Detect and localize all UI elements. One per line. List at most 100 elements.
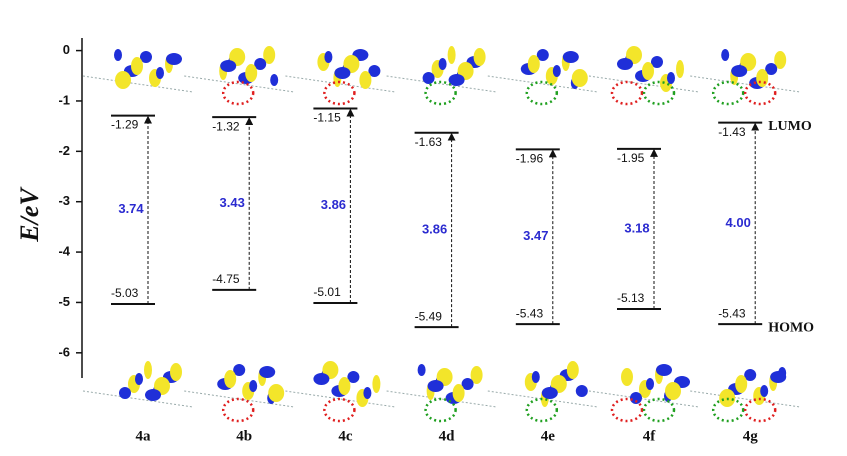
orbital-blob <box>453 384 465 402</box>
orbital-blob <box>676 60 684 78</box>
lumo-label: -1.29 <box>111 118 139 132</box>
orbital-blob <box>166 53 182 65</box>
y-tick-label: -2 <box>58 143 70 158</box>
orbital-blob <box>532 371 540 383</box>
orbital-blob <box>268 384 284 402</box>
orbital-blob <box>770 371 786 383</box>
gap-label: 3.86 <box>422 221 447 236</box>
orbital-blob <box>144 361 152 379</box>
x-tick-label: 4c <box>338 428 353 444</box>
orbital-blob <box>646 378 654 390</box>
orbital-blob <box>572 69 588 87</box>
orbital-blob <box>135 373 143 385</box>
orbital-blob <box>131 57 143 75</box>
orbital-blob <box>259 366 275 378</box>
gap-label: 3.74 <box>118 201 144 216</box>
homo-label: -4.75 <box>212 272 240 286</box>
y-tick-label: -3 <box>58 193 70 208</box>
orbital-blob <box>363 387 371 399</box>
molecule-bond <box>83 76 193 92</box>
orbital-blob <box>721 49 729 61</box>
orbital-blob <box>145 389 161 401</box>
orbital-blob <box>528 55 540 73</box>
molecule-bond <box>387 76 497 92</box>
orbital-blob <box>576 385 588 397</box>
x-tick-label: 4f <box>643 428 657 444</box>
highlight-circle <box>223 399 253 421</box>
gap-label: 3.47 <box>523 228 548 243</box>
lumo-label: -1.32 <box>212 119 240 133</box>
orbital-blob <box>474 48 486 66</box>
homo-label: -5.03 <box>111 286 139 300</box>
orbital-blob <box>553 65 561 77</box>
molecule-bond <box>387 391 497 407</box>
molecule-bond <box>690 76 800 92</box>
orbital-blob <box>617 58 633 70</box>
homo-label: -5.43 <box>718 306 746 320</box>
molecule-bond <box>690 391 800 407</box>
orbital-blob <box>439 58 447 70</box>
highlight-circle <box>713 82 743 104</box>
y-axis-label: E/eV <box>15 186 44 243</box>
chart: E/eV 0-1-2-3-4-5-6-1.29-5.033.744a-1.32-… <box>0 0 847 456</box>
x-tick-label: 4a <box>136 428 152 444</box>
orbital-blob <box>334 67 350 79</box>
orbital-blob <box>423 72 435 84</box>
molecule-bond <box>83 391 193 407</box>
lumo-label: -1.43 <box>718 125 746 139</box>
y-tick-label: -1 <box>58 92 70 107</box>
highlight-circle <box>324 399 354 421</box>
orbital-blob <box>621 368 633 386</box>
orbital-blob <box>665 382 681 400</box>
orbital-blob <box>448 46 456 64</box>
lumo-label: -1.95 <box>617 151 645 165</box>
orbital-blob <box>156 67 164 79</box>
gap-label: 3.43 <box>220 195 245 210</box>
orbital-blob <box>735 375 747 393</box>
orbital-blob <box>563 51 579 63</box>
lumo-label: -1.63 <box>415 135 443 149</box>
highlight-circle <box>612 82 642 104</box>
x-tick-label: 4g <box>743 428 759 444</box>
orbital-blob <box>245 64 257 82</box>
orbital-blob <box>359 71 371 89</box>
gap-label: 3.18 <box>624 220 649 235</box>
orbital-blob <box>224 370 236 388</box>
y-tick-label: -4 <box>58 244 70 259</box>
orbital-blob <box>249 380 257 392</box>
orbital-blob <box>313 373 329 385</box>
orbital-blob <box>567 361 579 379</box>
lumo-label: -1.96 <box>516 151 544 165</box>
orbital-blob <box>115 71 131 89</box>
orbital-blob <box>170 363 182 381</box>
y-tick-label: 0 <box>63 42 70 57</box>
gap-label: 4.00 <box>726 215 751 230</box>
orbital-blob <box>220 60 236 72</box>
orbital-blob <box>338 377 350 395</box>
orbital-blob <box>756 69 768 87</box>
lumo-label: -1.15 <box>313 111 341 125</box>
series-label: LUMO <box>768 119 812 134</box>
x-tick-label: 4b <box>236 428 252 444</box>
orbital-blob <box>119 387 131 399</box>
orbital-blob <box>418 364 426 376</box>
orbital-blob <box>270 74 278 86</box>
orbital-blob <box>114 49 122 61</box>
orbital-blob <box>760 385 768 397</box>
orbital-blob <box>324 51 332 63</box>
orbital-blob <box>731 65 747 77</box>
homo-label: -5.01 <box>313 285 341 299</box>
homo-label: -5.13 <box>617 291 645 305</box>
orbital-blob <box>428 380 444 392</box>
y-tick-label: -5 <box>58 294 70 309</box>
orbital-blob <box>667 72 675 84</box>
homo-label: -5.49 <box>415 309 443 323</box>
orbital-blob <box>642 62 654 80</box>
series-label: HOMO <box>768 320 814 335</box>
orbital-blob <box>656 364 672 376</box>
x-tick-label: 4e <box>541 428 556 444</box>
x-tick-label: 4d <box>439 428 456 444</box>
gap-label: 3.86 <box>321 197 346 212</box>
orbital-blob <box>372 375 380 393</box>
homo-label: -5.43 <box>516 306 544 320</box>
